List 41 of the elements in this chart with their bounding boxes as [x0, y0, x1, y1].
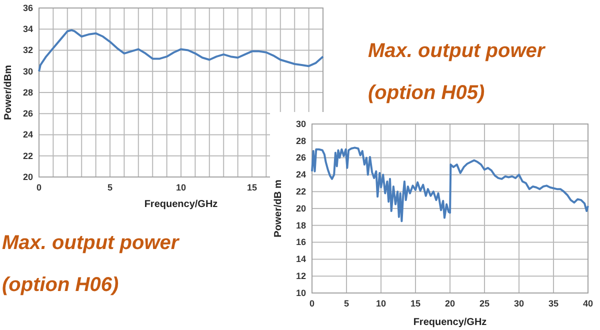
y-axis-title: Power/dBm	[3, 64, 14, 120]
x-tick-label: 25	[479, 298, 490, 308]
x-tick-label: 40	[582, 298, 594, 308]
y-axis-title: Power/dB m	[273, 180, 284, 238]
y-tick-label: 18	[296, 220, 306, 230]
y-tick-label: 30	[296, 118, 306, 129]
y-tick-label: 34	[22, 24, 33, 34]
y-tick-label: 20	[22, 172, 33, 182]
text: Max. output power (option H05)	[368, 39, 546, 106]
x-tick-label: 0	[309, 298, 315, 308]
x-axis-title: Frequency/GHz	[144, 199, 218, 210]
y-tick-label: 24	[296, 170, 306, 180]
y-tick-label: 26	[22, 108, 33, 119]
x-tick-label: 10	[376, 298, 386, 308]
line-series	[38, 29, 324, 72]
x-tick-label: 15	[410, 298, 421, 308]
x-tick-label: 10	[176, 182, 186, 192]
y-tick-label: 20	[296, 203, 306, 214]
y-tick-label: 14	[296, 254, 306, 264]
y-tick-label: 32	[22, 45, 33, 56]
y-tick-label: 26	[296, 152, 306, 163]
x-tick-label: 20	[444, 298, 456, 308]
x-tick-label: 35	[548, 298, 559, 308]
y-tick-label: 22	[296, 186, 306, 196]
y-tick-label: 28	[22, 87, 33, 98]
x-tick-label: 15	[246, 182, 258, 192]
y-tick-label: 28	[296, 136, 306, 146]
y-tick-label: 30	[22, 66, 33, 76]
x-axis-title: Frequency/GHz	[413, 317, 487, 328]
y-tick-label: 36	[22, 2, 33, 13]
y-tick-label: 24	[22, 130, 33, 140]
y-tick-label: 22	[22, 150, 33, 161]
x-tick-label: 5	[344, 298, 350, 308]
y-tick-label: 10	[296, 288, 306, 298]
x-tick-label: 30	[514, 298, 524, 308]
x-tick-label: 0	[36, 182, 42, 192]
y-tick-label: 12	[296, 270, 306, 281]
text: Max. output power (option H06)	[2, 231, 180, 298]
line-series	[311, 146, 589, 222]
x-tick-label: 5	[107, 182, 113, 192]
y-tick-label: 16	[296, 237, 306, 248]
